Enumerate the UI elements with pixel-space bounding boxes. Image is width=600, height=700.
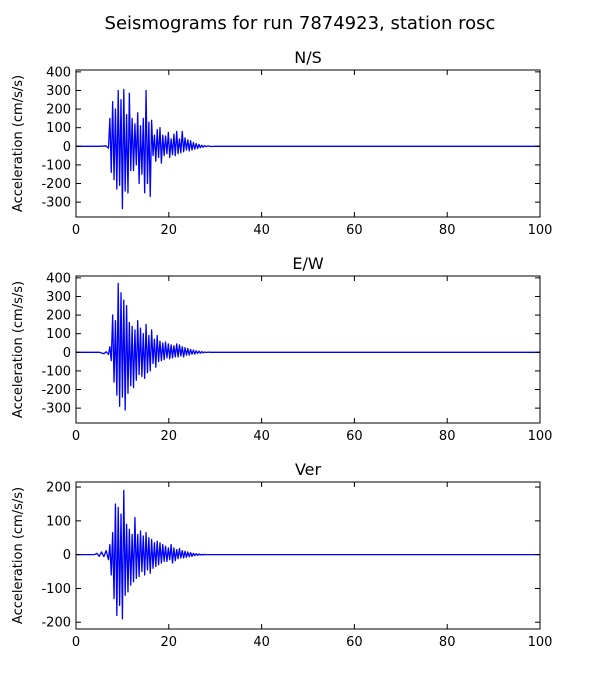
axes-frame-0 <box>75 69 541 218</box>
y-tick-label-2-0: 0 <box>63 548 71 563</box>
series-line-1-0 <box>76 282 540 411</box>
x-tick-label-0-60: 60 <box>346 223 363 238</box>
y-tick-label-1-0: 0 <box>63 346 71 361</box>
panel-title-0: N/S <box>294 48 322 67</box>
y-tick-label-0--100: -100 <box>41 158 71 173</box>
y-tick-label-2-200: 200 <box>46 481 71 496</box>
panel-title-1: E/W <box>292 254 324 273</box>
y-tick-label-0-300: 300 <box>46 84 71 99</box>
y-tick-label-1--300: -300 <box>41 402 71 417</box>
x-tick-label-1-80: 80 <box>439 429 456 444</box>
y-axis-label-1: Acceleration (cm/s/s) <box>11 281 26 418</box>
series-line-0-0 <box>76 88 540 210</box>
series-line-2-0 <box>76 489 540 620</box>
x-tick-label-0-100: 100 <box>528 223 553 238</box>
x-tick-label-2-80: 80 <box>439 635 456 650</box>
x-tick-label-0-0: 0 <box>72 223 80 238</box>
x-tick-label-1-0: 0 <box>72 429 80 444</box>
y-tick-label-1-100: 100 <box>46 327 71 342</box>
y-axis-label-0: Acceleration (cm/s/s) <box>11 75 26 212</box>
y-tick-label-1--200: -200 <box>41 383 71 398</box>
y-tick-label-1--100: -100 <box>41 364 71 379</box>
y-tick-label-0--300: -300 <box>41 196 71 211</box>
x-tick-label-0-80: 80 <box>439 223 456 238</box>
x-tick-label-1-60: 60 <box>346 429 363 444</box>
y-tick-label-0--200: -200 <box>41 177 71 192</box>
y-tick-label-2--200: -200 <box>41 616 71 631</box>
y-tick-label-2-100: 100 <box>46 514 71 529</box>
y-tick-label-0-0: 0 <box>63 140 71 155</box>
y-tick-label-0-100: 100 <box>46 121 71 136</box>
figure-title: Seismograms for run 7874923, station ros… <box>105 13 496 34</box>
y-tick-label-2--100: -100 <box>41 582 71 597</box>
x-tick-label-1-20: 20 <box>161 429 178 444</box>
y-tick-label-1-200: 200 <box>46 309 71 324</box>
x-tick-label-2-60: 60 <box>346 635 363 650</box>
x-tick-label-2-40: 40 <box>253 635 270 650</box>
x-tick-label-0-40: 40 <box>253 223 270 238</box>
x-tick-label-2-100: 100 <box>528 635 553 650</box>
y-tick-label-1-400: 400 <box>46 271 71 286</box>
y-tick-label-0-400: 400 <box>46 65 71 80</box>
axes-frame-2 <box>75 481 541 630</box>
y-tick-label-0-200: 200 <box>46 103 71 118</box>
axes-frame-1 <box>75 275 541 424</box>
x-tick-label-0-20: 20 <box>161 223 178 238</box>
x-tick-label-2-20: 20 <box>161 635 178 650</box>
x-tick-label-1-40: 40 <box>253 429 270 444</box>
x-tick-label-1-100: 100 <box>528 429 553 444</box>
y-tick-label-1-300: 300 <box>46 290 71 305</box>
y-axis-label-2: Acceleration (cm/s/s) <box>11 487 26 624</box>
panel-title-2: Ver <box>295 460 322 479</box>
x-tick-label-2-0: 0 <box>72 635 80 650</box>
